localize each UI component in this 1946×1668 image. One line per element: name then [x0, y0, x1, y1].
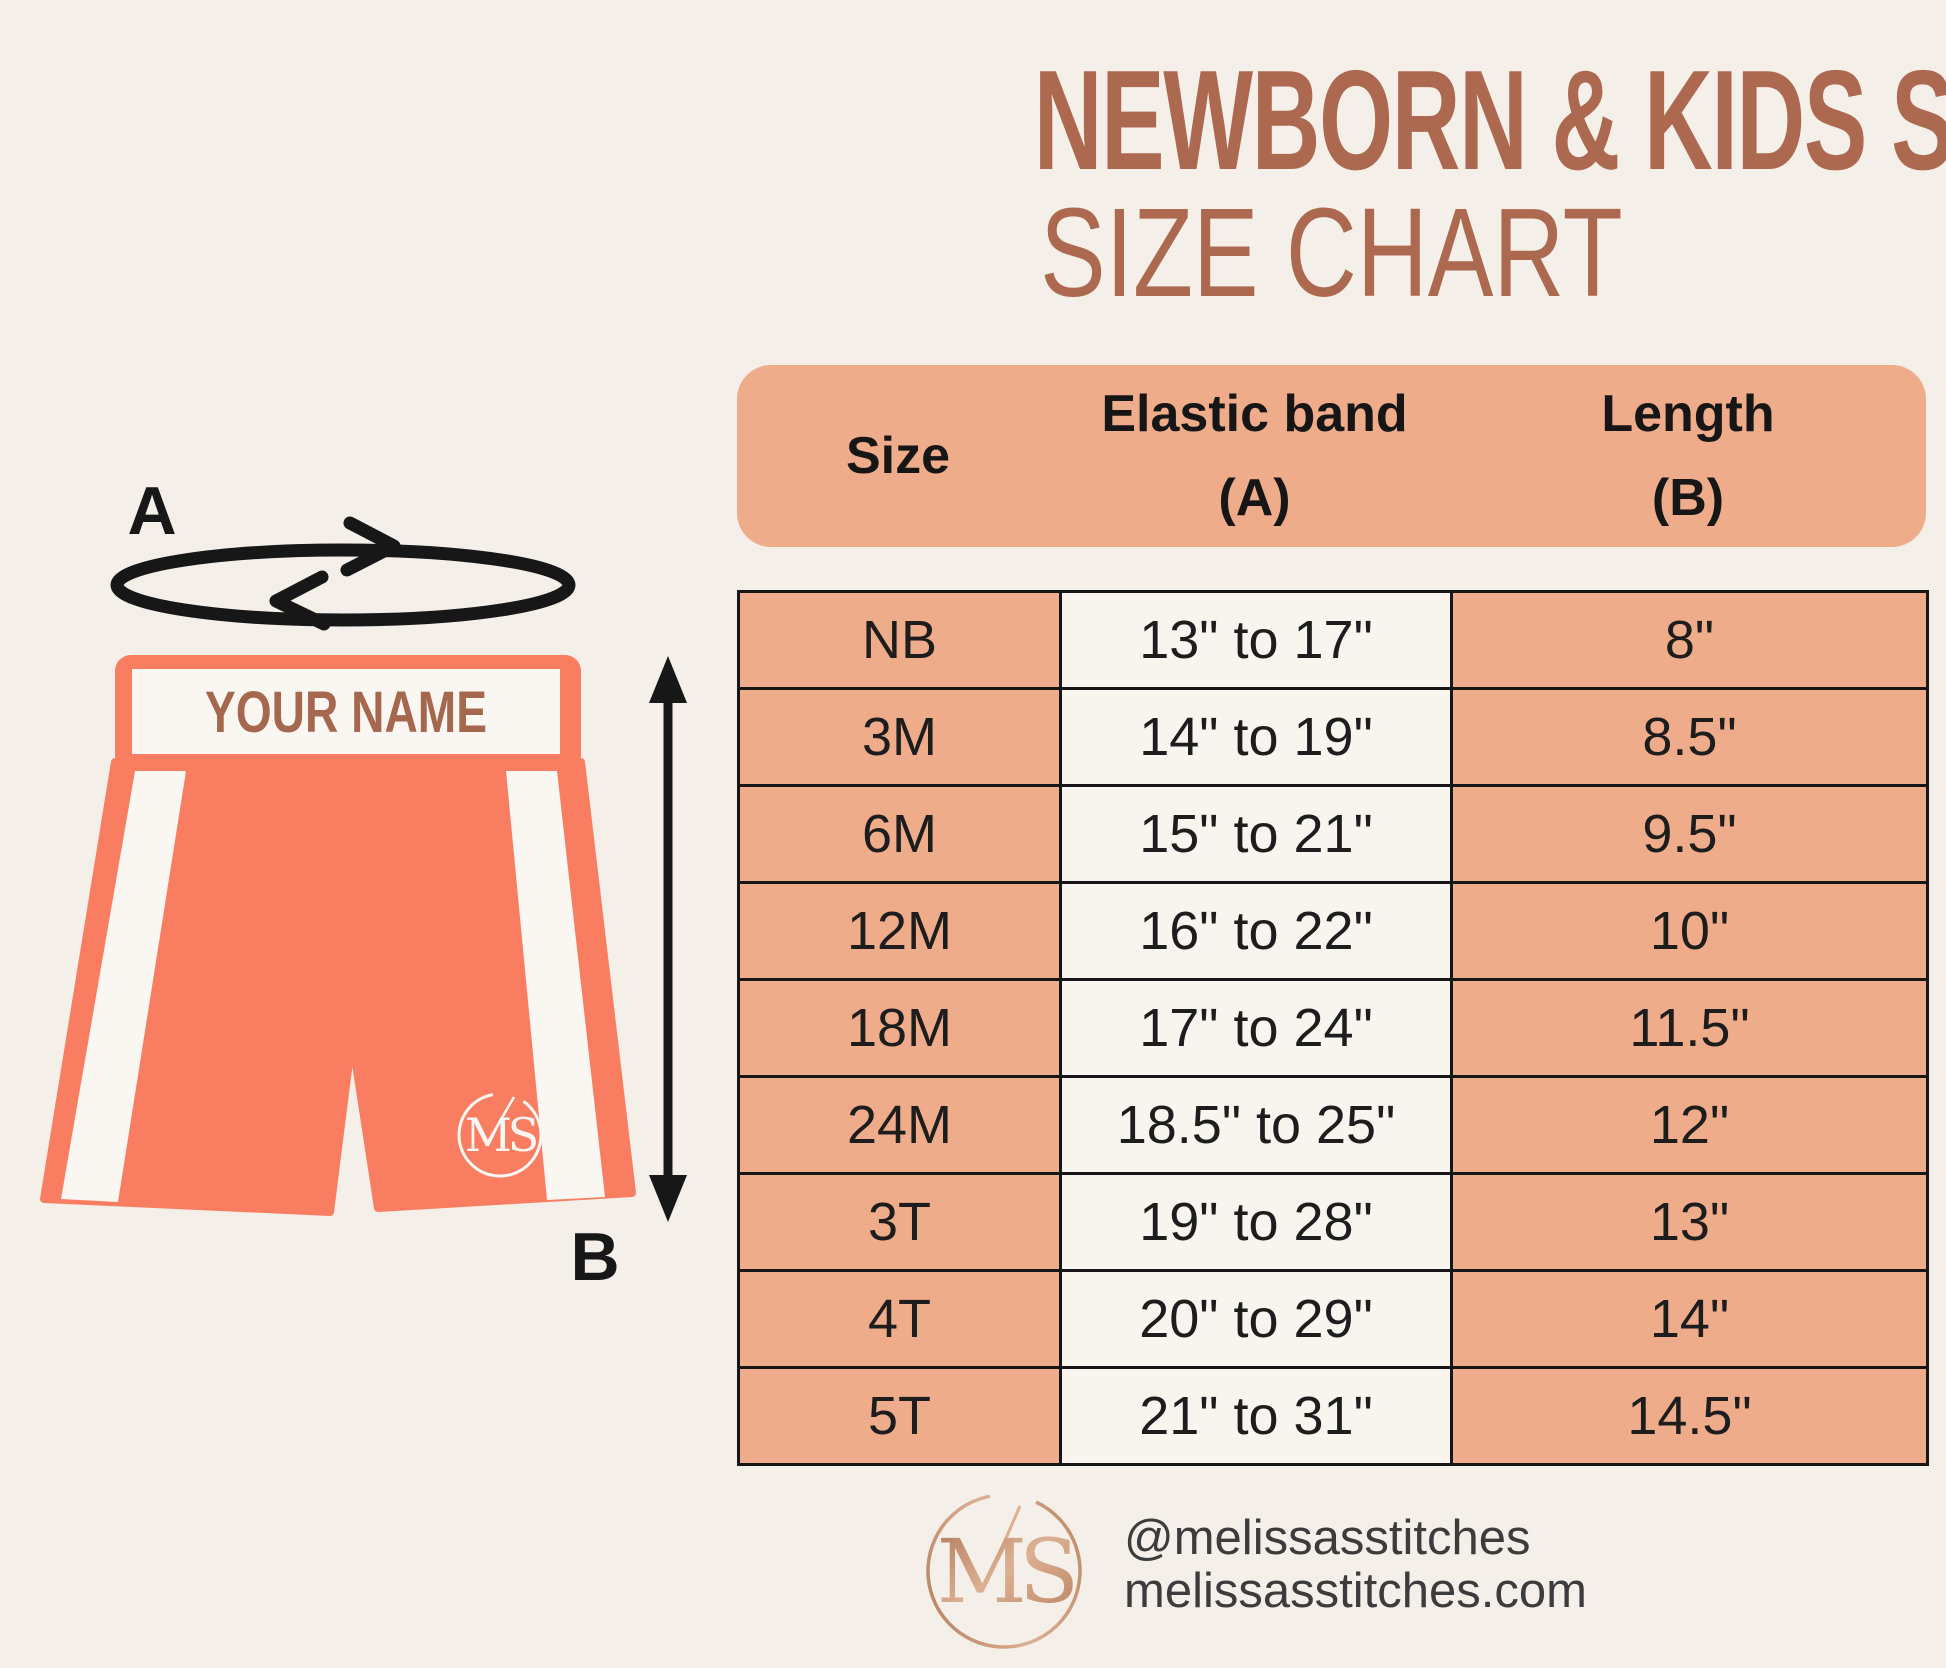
size-cell: 3M [737, 687, 1062, 787]
header-length: Length (B) [1450, 372, 1926, 540]
waistband-name-plate [132, 669, 560, 754]
circumference-arrow-icon [110, 516, 576, 631]
page-subtitle: SIZE CHART [727, 190, 1936, 316]
elastic-cell: 18.5" to 25" [1059, 1075, 1453, 1175]
header-elastic-band-line1: Elastic band [1101, 385, 1408, 443]
your-name-label: YOUR NAME [205, 680, 487, 745]
length-cell: 11.5" [1450, 978, 1929, 1078]
page-subtitle-text: SIZE CHART [1040, 182, 1623, 323]
shorts-logo-text: MS [465, 1108, 537, 1162]
website-url: melissasstitches.com [1124, 1564, 1587, 1618]
length-cell: 8" [1450, 590, 1929, 690]
size-cell: 5T [737, 1366, 1062, 1466]
header-length-line1: Length [1601, 385, 1775, 443]
ms-monogram-on-shorts: MS [457, 1092, 543, 1178]
elastic-cell: 13" to 17" [1059, 590, 1453, 690]
table-row: 5T 21" to 31" 14.5" [737, 1366, 1929, 1466]
elastic-cell: 16" to 22" [1059, 881, 1453, 981]
table-row: 18M 17" to 24" 11.5" [737, 978, 1929, 1078]
measurement-a-label: A [127, 473, 176, 549]
length-cell: 14" [1450, 1269, 1929, 1369]
size-cell: 4T [737, 1269, 1062, 1369]
size-cell: 24M [737, 1075, 1062, 1175]
size-cell: 3T [737, 1172, 1062, 1272]
size-table: NB 13" to 17" 8" 3M 14" to 19" 8.5" 6M 1… [737, 590, 1929, 1466]
elastic-cell: 15" to 21" [1059, 784, 1453, 884]
instagram-handle: @melissasstitches [1124, 1511, 1531, 1565]
table-row: 6M 15" to 21" 9.5" [737, 784, 1929, 884]
table-row: 12M 16" to 22" 10" [737, 881, 1929, 981]
table-row: NB 13" to 17" 8" [737, 590, 1929, 690]
footer-contact: @melissasstitches melissasstitches.com [1124, 1512, 1587, 1618]
length-cell: 14.5" [1450, 1366, 1929, 1466]
page-title-text: NEWBORN & KIDS SHORTS [1033, 41, 1946, 200]
table-header: Size Elastic band (A) Length (B) [737, 365, 1926, 547]
table-row: 3M 14" to 19" 8.5" [737, 687, 1929, 787]
measurement-b-label: B [570, 1219, 619, 1290]
elastic-cell: 19" to 28" [1059, 1172, 1453, 1272]
logo-needle [984, 1505, 1022, 1585]
size-cell: 12M [737, 881, 1062, 981]
table-row: 4T 20" to 29" 14" [737, 1269, 1929, 1369]
footer-logo-text: MS [937, 1520, 1073, 1623]
size-cell: NB [737, 590, 1062, 690]
size-cell: 18M [737, 978, 1062, 1078]
logo-circle [926, 1493, 1082, 1649]
length-cell: 9.5" [1450, 784, 1929, 884]
length-cell: 8.5" [1450, 687, 1929, 787]
header-elastic-band-line2: (A) [1218, 469, 1291, 527]
ms-brand-logo: MS [926, 1493, 1082, 1649]
shorts-graphic: YOUR NAME MS [40, 655, 636, 1216]
table-row: 24M 18.5" to 25" 12" [737, 1075, 1929, 1175]
elastic-cell: 21" to 31" [1059, 1366, 1453, 1466]
header-size: Size [845, 427, 951, 485]
length-cell: 12" [1450, 1075, 1929, 1175]
header-length-line2: (B) [1651, 469, 1725, 527]
elastic-cell: 17" to 24" [1059, 978, 1453, 1078]
elastic-cell: 14" to 19" [1059, 687, 1453, 787]
elastic-cell: 20" to 29" [1059, 1269, 1453, 1369]
page-title: NEWBORN & KIDS SHORTS [727, 50, 1946, 192]
header-elastic-band: Elastic band (A) [1059, 372, 1450, 540]
length-cell: 13" [1450, 1172, 1929, 1272]
table-row: 3T 19" to 28" 13" [737, 1172, 1929, 1272]
length-arrow-icon [649, 656, 687, 1222]
length-cell: 10" [1450, 881, 1929, 981]
shorts-illustration: A YOUR NAME MS B [40, 473, 687, 1290]
size-cell: 6M [737, 784, 1062, 884]
